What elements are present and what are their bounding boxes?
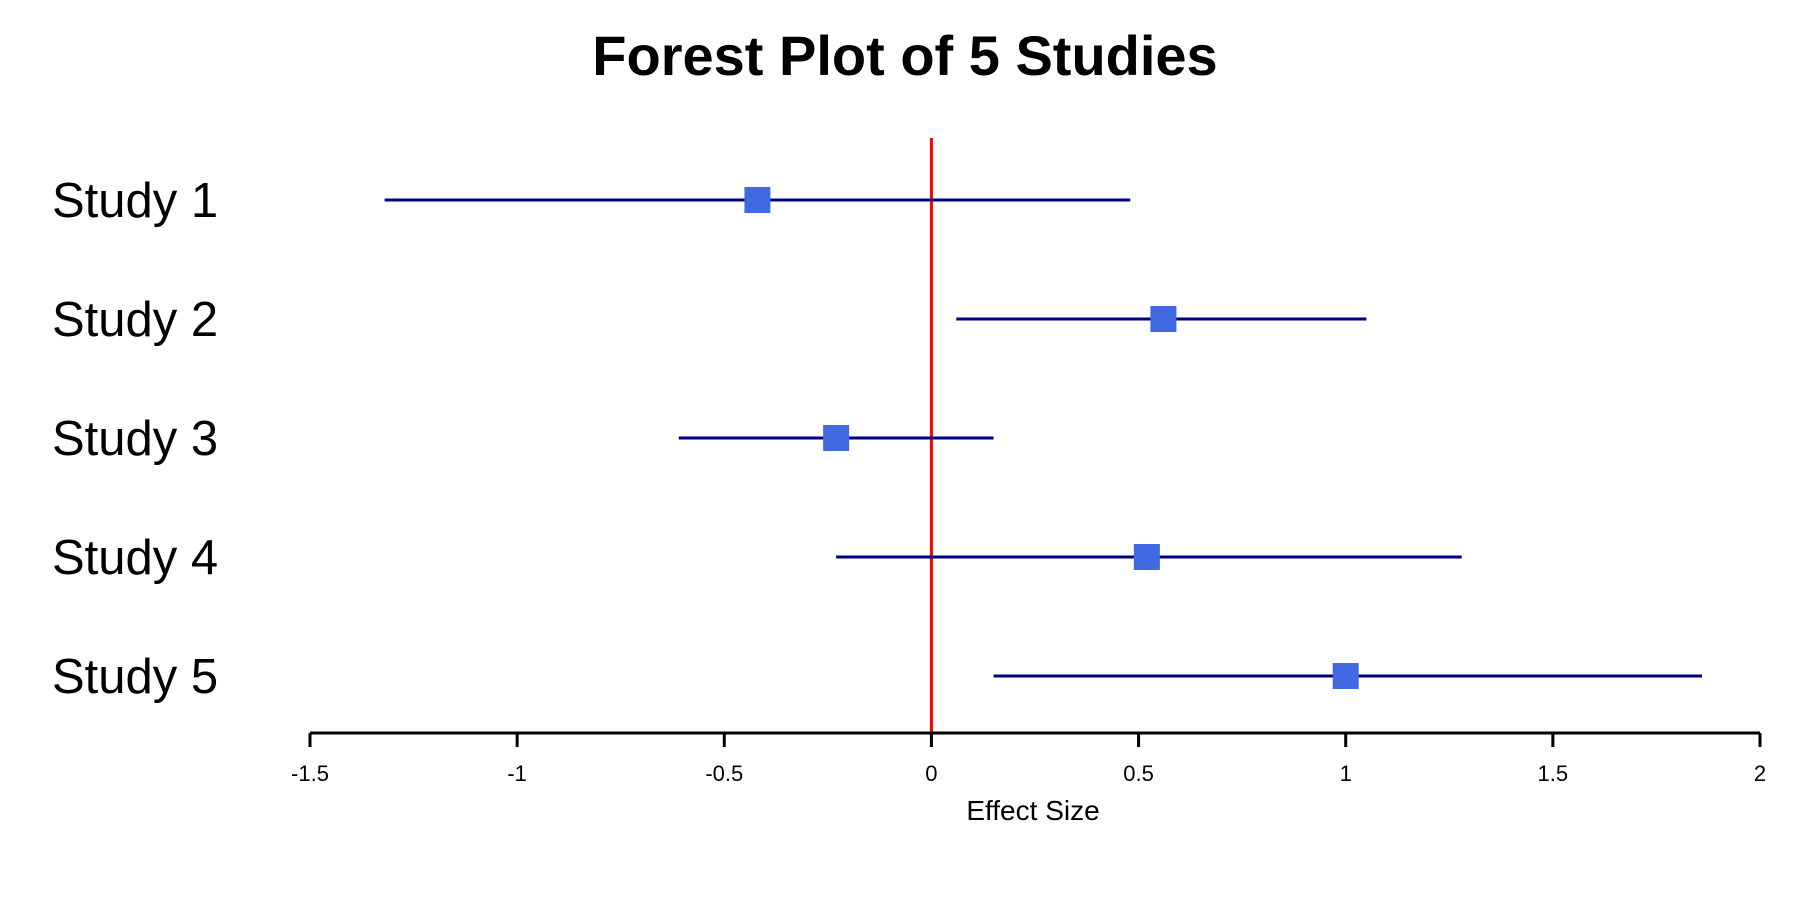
chart-title: Forest Plot of 5 Studies	[592, 24, 1217, 87]
study-label: Study 3	[52, 412, 218, 466]
x-tick-label: 0	[925, 761, 937, 786]
effect-estimate-marker	[823, 425, 850, 451]
x-axis: -1.5 -1 -0.5 0 0.5 1 1.5 2	[291, 731, 1766, 786]
effect-estimate-marker	[1332, 663, 1359, 689]
x-tick-label: -0.5	[705, 761, 743, 786]
x-axis-title: Effect Size	[966, 795, 1099, 826]
effect-estimate-marker	[744, 187, 771, 213]
plot-area: Study 1 Study 2 Study 3 Study 4 Study 5	[52, 138, 1702, 733]
x-tick-label: 0.5	[1123, 761, 1154, 786]
effect-estimate-marker	[1150, 306, 1177, 332]
study-label: Study 1	[52, 174, 218, 228]
x-tick-label: 1	[1340, 761, 1352, 786]
study-label: Study 5	[52, 650, 218, 704]
x-tick-label: -1.5	[291, 761, 329, 786]
x-tick-label: 2	[1754, 761, 1766, 786]
study-label: Study 4	[52, 531, 218, 585]
x-tick-label: -1	[507, 761, 527, 786]
effect-estimate-marker	[1133, 544, 1160, 570]
x-tick-label: 1.5	[1538, 761, 1569, 786]
study-label: Study 2	[52, 293, 218, 347]
